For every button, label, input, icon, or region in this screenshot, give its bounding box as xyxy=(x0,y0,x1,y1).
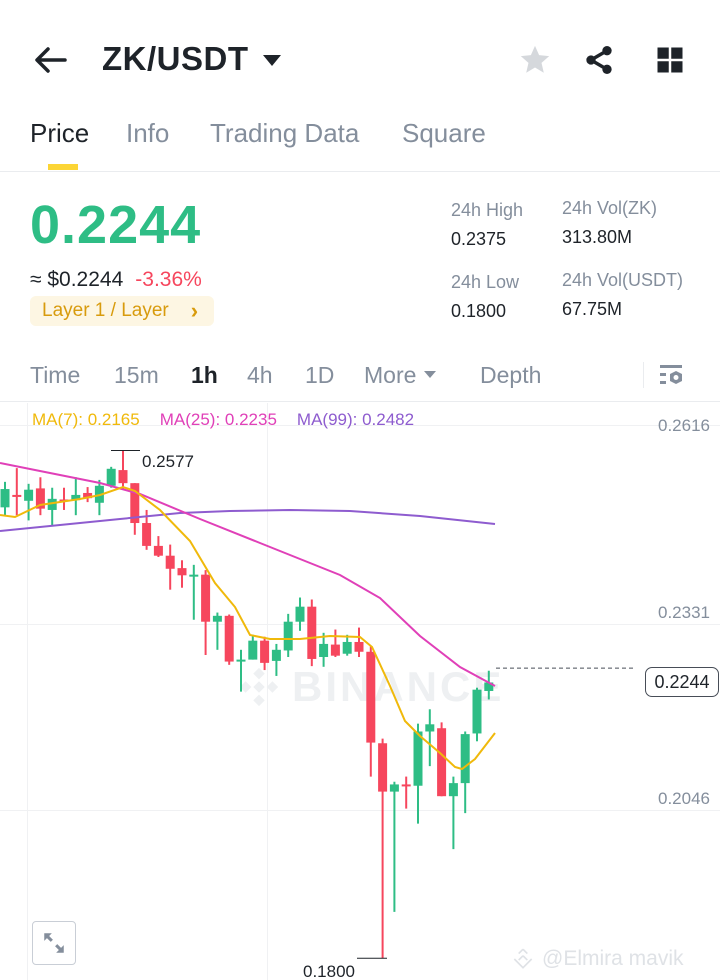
axis-label: 0.2616 xyxy=(658,416,710,435)
interval-bar: Time 15m 1h 4h 1D More Depth xyxy=(0,350,720,402)
low-marker-label: 0.1800 xyxy=(303,962,355,980)
tab-info[interactable]: Info xyxy=(126,118,170,148)
fiat-line: ≈ $0.2244 -3.36% xyxy=(30,268,202,292)
stat-label: 24h Vol(ZK) xyxy=(562,198,658,218)
candlestick-chart[interactable]: BINANCE MA(7): 0.2165 MA(25): 0.2235 MA(… xyxy=(0,403,720,980)
stat-label: 24h Vol(USDT) xyxy=(562,270,684,290)
interval-more[interactable]: More xyxy=(364,362,437,389)
last-price: 0.2244 xyxy=(30,195,202,255)
pair-name: ZK/USDT xyxy=(102,40,249,77)
star-icon xyxy=(520,45,550,73)
grid-icon xyxy=(657,47,683,73)
fiat-price: ≈ $0.2244 xyxy=(30,268,124,291)
tab-trading-data[interactable]: Trading Data xyxy=(210,118,360,148)
gridline xyxy=(0,624,720,625)
stat-value: 0.1800 xyxy=(451,301,507,321)
stat-24h-vol-base: 24h Vol(ZK) 313.80M xyxy=(562,198,657,248)
caret-down-icon xyxy=(262,54,281,66)
high-marker-label: 0.2577 xyxy=(142,452,194,471)
axis-label: 0.2331 xyxy=(658,603,710,622)
ticker-summary: 0.2244 ≈ $0.2244 -3.36% Layer 1 / Layer … xyxy=(0,172,720,342)
chart-settings-icon xyxy=(660,365,682,384)
credit-text: @Elmira mavik xyxy=(542,947,684,970)
tab-square[interactable]: Square xyxy=(402,118,486,148)
back-button[interactable] xyxy=(30,40,70,80)
stat-value: 313.80M xyxy=(562,227,633,247)
gridline xyxy=(267,403,268,980)
section-tabs: Price Info Trading Data Square xyxy=(0,112,720,172)
fullscreen-button[interactable] xyxy=(32,921,76,965)
sector-label: Layer 1 / Layer xyxy=(42,300,169,321)
more-label: More xyxy=(364,362,417,388)
watermark-credit: @Elmira mavik xyxy=(510,946,684,972)
change-percent: -3.36% xyxy=(135,268,202,291)
tab-price[interactable]: Price xyxy=(30,118,90,148)
current-price-tag: 0.2244 xyxy=(645,667,719,697)
caret-down-icon xyxy=(424,371,437,379)
gridline xyxy=(27,403,28,980)
interval-4h[interactable]: 4h xyxy=(247,362,273,388)
layout-button[interactable] xyxy=(650,40,690,80)
stat-value: 67.75M xyxy=(562,299,623,319)
stat-value: 0.2375 xyxy=(451,229,507,249)
expand-icon xyxy=(44,933,64,953)
favorite-button[interactable] xyxy=(515,40,555,80)
stat-label: 24h Low xyxy=(451,272,520,292)
active-tab-indicator xyxy=(48,164,78,170)
interval-1h[interactable]: 1h xyxy=(191,362,218,388)
divider xyxy=(643,362,644,388)
binance-square-icon xyxy=(513,948,533,969)
ma25-value: MA(25): 0.2235 xyxy=(159,410,277,429)
stat-24h-vol-quote: 24h Vol(USDT) 67.75M xyxy=(562,270,683,320)
stat-24h-high: 24h High 0.2375 xyxy=(451,200,523,250)
share-button[interactable] xyxy=(579,40,619,80)
gridline xyxy=(0,425,720,426)
back-arrow-icon xyxy=(35,47,67,73)
interval-15m[interactable]: 15m xyxy=(114,362,159,388)
interval-time[interactable]: Time xyxy=(30,362,81,388)
ma7-value: MA(7): 0.2165 xyxy=(32,410,140,429)
ma99-value: MA(99): 0.2482 xyxy=(296,410,415,429)
binance-logo-icon xyxy=(239,667,279,707)
top-bar: ZK/USDT xyxy=(0,0,720,110)
depth-tab[interactable]: Depth xyxy=(480,362,542,388)
stat-label: 24h High xyxy=(451,200,524,220)
share-icon xyxy=(586,46,612,74)
axis-label: 0.2046 xyxy=(658,789,710,808)
candles-plot xyxy=(0,449,636,959)
ma-legend: MA(7): 0.2165 MA(25): 0.2235 MA(99): 0.2… xyxy=(32,410,414,430)
gridline xyxy=(0,810,720,811)
chart-settings-button[interactable] xyxy=(658,363,686,389)
interval-1d[interactable]: 1D xyxy=(305,362,335,388)
chevron-right-icon: › xyxy=(190,298,199,323)
pair-selector[interactable]: ZK/USDT xyxy=(102,40,281,78)
stat-24h-low: 24h Low 0.1800 xyxy=(451,272,519,322)
sector-tag[interactable]: Layer 1 / Layer › xyxy=(30,296,215,326)
